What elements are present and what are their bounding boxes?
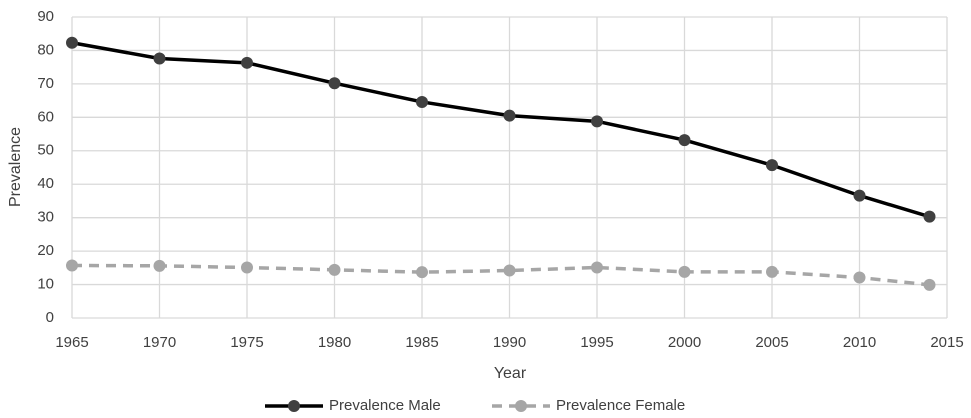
marker [591,261,603,274]
x-tick-label: 2010 [843,334,876,351]
marker [416,95,428,108]
x-tick-label: 1990 [493,334,526,351]
x-axis-label: Year [494,365,527,382]
marker [328,77,341,90]
series-line [71,263,930,287]
marker [416,266,428,279]
y-tick-label: 70 [37,75,54,92]
x-tick-label: 1970 [143,334,176,351]
y-tick-label: 30 [37,209,54,226]
x-tick-label: 1985 [405,334,438,351]
y-tick-label: 0 [46,309,54,326]
x-tick-label: 1975 [230,334,263,351]
y-tick-label: 10 [37,276,54,293]
marker [853,271,866,284]
marker [853,189,866,202]
marker [153,52,166,65]
marker [241,261,253,274]
marker [153,259,166,272]
y-tick-label: 40 [37,175,54,192]
y-tick-label: 20 [37,242,54,259]
y-tick-label: 80 [37,41,54,58]
marker [678,265,691,278]
y-tick-label: 60 [37,108,54,125]
y-axis-label: Prevalence [7,127,24,207]
legend-marker [515,400,527,412]
y-tick-label: 90 [37,8,54,25]
marker [766,159,778,172]
legend-label: Prevalence Male [329,397,441,414]
marker [923,278,936,291]
marker [503,109,516,122]
marker [328,263,341,276]
legend-label: Prevalence Female [556,397,685,414]
x-tick-label: 2000 [668,334,701,351]
marker [503,264,516,277]
series-line [71,41,931,219]
marker [766,265,778,278]
x-tick-label: 2005 [755,334,788,351]
marker [66,36,78,49]
legend-marker [288,400,300,412]
x-tick-label: 1980 [318,334,351,351]
x-tick-label: 1995 [580,334,613,351]
x-tick-label: 1965 [55,334,88,351]
marker [923,210,936,223]
marker [678,134,691,147]
marker [591,115,603,128]
y-tick-label: 50 [37,142,54,159]
marker [241,56,253,69]
marker [66,259,78,272]
x-tick-label: 2015 [930,334,963,351]
